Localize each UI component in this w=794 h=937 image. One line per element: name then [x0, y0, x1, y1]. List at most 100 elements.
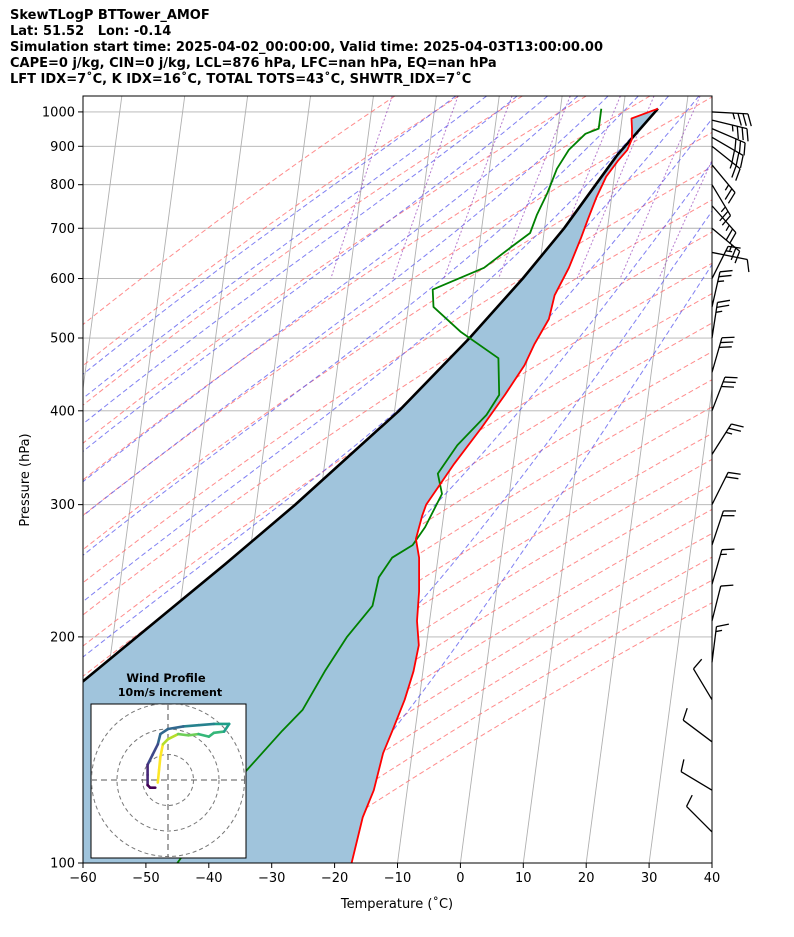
y-tick-label: 1000 — [42, 105, 75, 120]
hodograph-inset — [90, 703, 247, 859]
x-tick-label: −20 — [321, 871, 348, 886]
wind-barb — [711, 471, 741, 505]
dry-adiabat — [83, 96, 459, 367]
wind-barbs — [680, 111, 752, 833]
dewpoint-profile — [176, 108, 603, 863]
hodograph-segment — [182, 723, 200, 728]
mixing-ratio-line — [330, 96, 393, 279]
wind-barb — [711, 548, 735, 585]
hodograph-segment — [197, 732, 211, 738]
y-tick-label: 100 — [50, 857, 75, 872]
wind-barb — [680, 759, 713, 791]
x-tick-label: −30 — [258, 871, 285, 886]
dry-adiabat — [119, 484, 712, 863]
isotherm-line — [648, 385, 712, 863]
wind-barb — [711, 269, 733, 308]
hodograph-segment — [176, 732, 190, 737]
cape-region — [83, 108, 658, 863]
hodograph-segment — [156, 732, 162, 746]
title-line-stability: LFT IDX=7˚C, K IDX=16˚C, TOTAL TOTS=43˚C… — [10, 72, 472, 87]
dry-adiabat — [83, 131, 712, 551]
x-tick-label: −60 — [69, 871, 96, 886]
y-tick-label: 400 — [50, 404, 75, 419]
wind-barb — [711, 245, 741, 279]
y-axis-label: Pressure (hPa) — [18, 433, 33, 526]
wind-barb — [711, 510, 737, 546]
title-line-location: Lat: 51.52 Lon: -0.14 — [10, 24, 172, 39]
hodograph-segment — [166, 732, 180, 741]
wind-barb — [711, 119, 749, 142]
hodograph-segment — [187, 732, 200, 737]
isotherm-grid — [83, 96, 712, 863]
x-tick-label: 0 — [456, 871, 464, 886]
wind-barb — [711, 164, 736, 204]
dry-adiabat — [83, 432, 712, 842]
y-tick-label: 600 — [50, 272, 75, 287]
plot-axes: −60 −50 −40 −30 −20 −10 0 10 20 30 40 100 200 300 400 5… — [42, 95, 720, 886]
mixing-ratio-line — [619, 96, 701, 279]
moist-adiabat — [83, 96, 669, 603]
mixing-ratio-line — [443, 96, 513, 279]
hodograph-subtitle: 10m/s increment — [118, 686, 222, 699]
moist-adiabat — [83, 96, 548, 453]
dry-adiabat — [83, 406, 712, 817]
x-tick-label: −10 — [384, 871, 411, 886]
parcel-path — [83, 107, 659, 684]
wind-barb — [711, 111, 752, 127]
y-tick-label: 200 — [50, 630, 75, 645]
wind-barb — [711, 376, 738, 412]
wind-barb — [711, 136, 744, 168]
sounding-profiles — [83, 107, 659, 863]
dry-adiabat — [83, 231, 712, 647]
isotherm-line — [585, 96, 689, 863]
wind-barb — [711, 299, 731, 339]
wind-barb — [711, 584, 734, 622]
wind-barb — [711, 145, 741, 181]
dry-adiabat — [152, 508, 712, 863]
wind-barb — [711, 336, 735, 373]
hodograph-segment — [151, 742, 160, 756]
dry-adiabat — [83, 96, 587, 444]
x-tick-label: −40 — [195, 871, 222, 886]
mixing-ratio-line — [498, 96, 571, 279]
hodograph-segment — [157, 755, 162, 772]
wind-barb — [711, 623, 729, 663]
wind-barb — [692, 658, 713, 700]
moist-adiabat — [83, 96, 579, 483]
isotherm-line — [459, 96, 563, 863]
x-tick-label: 20 — [578, 871, 595, 886]
y-tick-label: 800 — [50, 178, 75, 193]
x-axis-label: Temperature (˚C) — [340, 896, 453, 912]
moist-adiabat — [83, 96, 457, 375]
cape-shading — [83, 108, 658, 863]
hodograph-segment — [146, 753, 154, 767]
wind-barb — [711, 128, 746, 156]
moist-adiabat — [144, 210, 712, 863]
title-line-times: Simulation start time: 2025-04-02_00:00:… — [10, 40, 603, 55]
y-tick-label: 500 — [50, 332, 75, 347]
moist-adiabat — [280, 263, 712, 863]
y-tick-label: 300 — [50, 498, 75, 513]
wind-barb — [711, 205, 737, 244]
temperature-profile — [350, 107, 659, 863]
isotherm-line — [522, 96, 626, 863]
y-tick-label: 700 — [50, 222, 75, 237]
hodograph-segment — [156, 768, 161, 784]
dry-adiabat — [83, 96, 651, 481]
hodograph-segment — [159, 727, 170, 736]
mixing-ratio-line — [545, 96, 621, 279]
x-tick-label: 30 — [641, 871, 658, 886]
hodograph-title: Wind Profile — [126, 671, 206, 685]
moist-adiabat — [83, 96, 639, 556]
hodograph-segment — [197, 722, 216, 727]
wind-barb — [711, 251, 750, 273]
isotherm-line — [83, 96, 123, 393]
hodograph-segment — [159, 742, 165, 759]
title-line-indices: CAPE=0 j/kg, CIN=0 j/kg, LCL=876 hPa, LF… — [10, 56, 497, 71]
x-tick-label: −50 — [132, 871, 159, 886]
moist-adiabat — [83, 96, 700, 658]
figure-title: SkewTLogP BTTower_AMOF Lat: 51.52 Lon: -… — [10, 8, 603, 88]
hodograph-segment — [212, 730, 226, 735]
y-tick-label: 900 — [50, 140, 75, 155]
